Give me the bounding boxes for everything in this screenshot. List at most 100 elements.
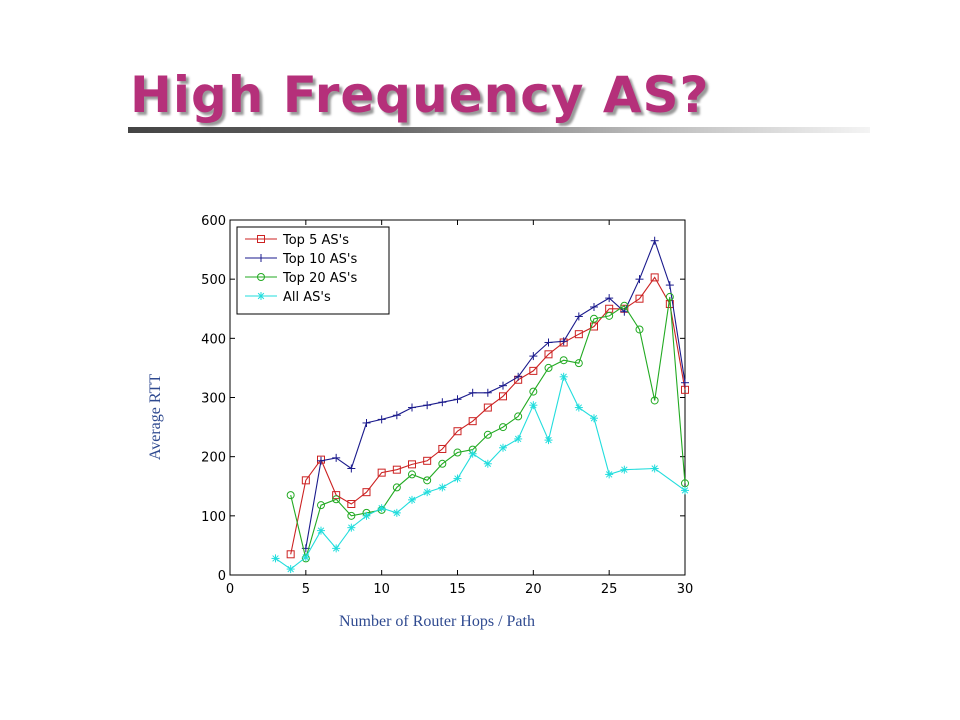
data-point [347, 523, 356, 532]
data-point [468, 449, 477, 458]
data-point [332, 453, 341, 462]
data-point [438, 444, 447, 453]
data-point [392, 411, 401, 420]
data-point [544, 350, 553, 359]
data-point [423, 476, 432, 485]
y-tick-label: 600 [201, 214, 226, 229]
data-point [438, 459, 447, 468]
x-axis-label: Number of Router Hops / Path [339, 613, 535, 630]
legend-swatch-marker [257, 292, 265, 300]
data-point [665, 281, 674, 290]
data-point [408, 403, 416, 412]
legend-entry: All AS's [245, 290, 331, 305]
data-point [620, 301, 629, 310]
data-point [362, 488, 371, 497]
data-point [499, 423, 507, 432]
data-point [423, 401, 432, 410]
y-tick-label: 200 [201, 451, 226, 466]
legend-label: Top 10 AS's [282, 252, 357, 267]
data-point [590, 322, 598, 331]
data-point [286, 550, 295, 559]
data-point [438, 398, 447, 407]
y-axis-label: Average RTT [147, 374, 164, 460]
legend-entry: Top 20 AS's [245, 271, 357, 286]
data-point [605, 294, 614, 303]
data-point [574, 330, 583, 339]
data-point [635, 275, 644, 284]
data-point [605, 470, 614, 479]
data-point [650, 464, 659, 473]
data-point [635, 294, 644, 303]
x-tick-label: 15 [449, 582, 466, 597]
data-point [468, 417, 477, 426]
data-point [499, 381, 507, 390]
data-point [499, 443, 507, 452]
data-point [590, 302, 598, 311]
data-point [590, 314, 598, 323]
data-point [574, 359, 583, 368]
legend-label: All AS's [283, 290, 331, 305]
data-point [635, 325, 644, 334]
legend-box [236, 226, 390, 315]
data-point [529, 366, 538, 375]
data-point [438, 483, 447, 492]
data-point [377, 415, 386, 424]
data-point [544, 363, 553, 372]
data-point [483, 388, 492, 397]
data-point [514, 412, 523, 421]
data-point [605, 311, 614, 320]
x-tick-label: 25 [601, 582, 618, 597]
data-point [590, 414, 598, 423]
data-point [483, 459, 492, 468]
legend-swatch-marker [257, 254, 265, 262]
data-point [286, 565, 295, 574]
data-point [559, 337, 568, 346]
data-point [453, 427, 462, 436]
data-point [347, 464, 356, 473]
legend-entry: Top 10 AS's [245, 252, 357, 267]
data-point [408, 470, 416, 479]
data-point [317, 501, 325, 510]
x-tick-label: 0 [226, 582, 234, 597]
data-point [650, 396, 659, 405]
data-point [301, 476, 310, 485]
data-point [332, 491, 341, 500]
data-point [332, 495, 341, 504]
data-point [392, 483, 401, 492]
data-point [453, 395, 462, 404]
data-point [529, 401, 538, 410]
data-point [408, 460, 416, 469]
data-point [377, 504, 386, 513]
y-tick-label: 300 [201, 392, 226, 407]
data-point [468, 388, 477, 397]
data-point [453, 474, 462, 483]
x-tick-label: 30 [677, 582, 694, 597]
data-point [544, 436, 553, 445]
data-point [362, 418, 371, 427]
series-all-as-s [271, 372, 689, 574]
legend-label: Top 5 AS's [282, 233, 349, 248]
data-point [514, 372, 523, 381]
data-point [574, 403, 583, 412]
legend-entry: Top 5 AS's [245, 233, 349, 248]
legend: Top 5 AS's Top 10 AS's Top 20 AS's All AS's [236, 226, 390, 315]
data-point [483, 403, 492, 412]
data-point [650, 236, 659, 245]
data-point [544, 338, 553, 347]
data-point [559, 372, 568, 381]
series-line [305, 239, 686, 549]
data-point [271, 554, 280, 563]
series-group [271, 236, 689, 574]
data-point [317, 456, 325, 465]
data-point [332, 544, 341, 553]
data-point [377, 468, 386, 477]
x-tick-label: 10 [373, 582, 390, 597]
data-point [362, 511, 371, 520]
legend-swatch-marker [257, 235, 265, 243]
series-line [275, 375, 686, 570]
slide-title: High Frequency AS? [130, 66, 710, 124]
data-point [529, 387, 538, 396]
data-point [559, 356, 568, 365]
